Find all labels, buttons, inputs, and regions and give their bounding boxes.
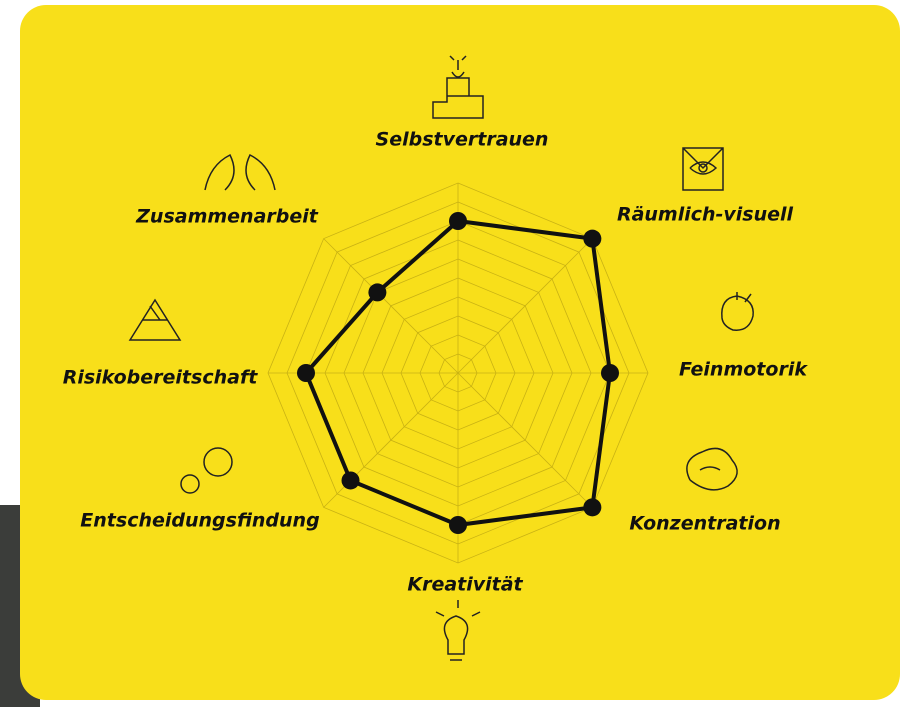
- axis-label: Zusammenarbeit: [135, 206, 319, 228]
- axis-label: Feinmotorik: [679, 359, 808, 381]
- hands-icon: [204, 153, 276, 191]
- hand-icon: [721, 292, 754, 331]
- axis-label: Selbstvertrauen: [376, 129, 549, 151]
- gear-icon: [203, 447, 233, 477]
- data-point: [583, 229, 602, 248]
- trophy-icon: [449, 55, 467, 78]
- data-point: [601, 364, 619, 382]
- axis-label: Konzentration: [629, 513, 780, 535]
- cube-icon: [682, 147, 724, 191]
- gear-icon: [180, 474, 200, 494]
- icons: [128, 55, 754, 661]
- eye-icon: [698, 163, 708, 173]
- grid-spoke: [457, 238, 593, 374]
- data-point: [341, 471, 360, 490]
- cards-icon: [128, 298, 182, 341]
- bulb-icon: [435, 600, 481, 661]
- axis-label: Risikobereitschaft: [63, 367, 259, 389]
- data-point: [297, 364, 315, 382]
- data-point: [368, 283, 387, 302]
- axis-label: Räumlich-visuell: [617, 204, 794, 226]
- grid-spoke: [457, 372, 593, 508]
- data-point: [449, 516, 467, 534]
- data-point: [583, 498, 602, 517]
- card: [20, 5, 900, 700]
- axis-label: Kreativität: [407, 574, 523, 596]
- axis-label: Entscheidungsfindung: [80, 510, 319, 532]
- brain-icon: [686, 447, 738, 491]
- data-point: [449, 212, 467, 230]
- grid-spoke: [323, 238, 459, 374]
- podium-icon: [432, 77, 484, 119]
